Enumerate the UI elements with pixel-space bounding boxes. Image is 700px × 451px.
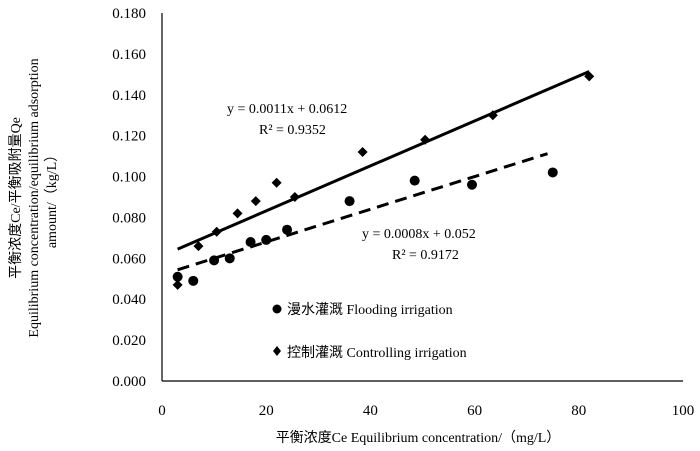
data-point-flooding xyxy=(209,255,220,266)
y-axis-title-line-1: 平衡浓度Ce/平衡吸附量Qe xyxy=(8,117,24,279)
y-axis-title-line-3: amount/（kg/L） xyxy=(44,148,60,248)
y-tick-label: 0.040 xyxy=(112,292,146,308)
data-point-controlling xyxy=(289,192,300,202)
data-point-controlling xyxy=(271,177,282,188)
r2-controlling: R² = 0.9352 xyxy=(259,123,326,138)
data-point-controlling xyxy=(232,208,243,219)
data-point-flooding xyxy=(188,275,199,286)
y-tick-label: 0.140 xyxy=(112,88,146,104)
legend-marker-flooding xyxy=(272,304,282,314)
data-point-flooding xyxy=(224,253,235,264)
data-point-flooding xyxy=(245,236,256,247)
axes xyxy=(161,13,683,382)
trendlines xyxy=(177,70,590,272)
data-point-controlling xyxy=(250,196,261,207)
x-tick-label: 100 xyxy=(672,403,695,419)
y-axis-title-line-2: Equilibrium concentration/equilibrium ad… xyxy=(27,58,42,337)
legend-label-flooding: 漫水灌溉 Flooding irrigation xyxy=(287,302,453,318)
data-point-flooding xyxy=(282,224,293,235)
y-tick-label: 0.160 xyxy=(112,47,146,63)
data-point-controlling xyxy=(584,71,595,82)
data-point-flooding xyxy=(261,234,272,245)
x-ticks: 0 20 40 60 80 100 xyxy=(158,403,694,419)
data-point-controlling xyxy=(487,110,498,121)
y-ticks: 0.000 0.020 0.040 0.060 0.080 0.100 0.120 0.140… xyxy=(112,6,146,390)
y-tick-label: 0.020 xyxy=(112,333,146,349)
data-point-flooding xyxy=(344,196,355,207)
data-point-flooding xyxy=(172,271,183,282)
data-points xyxy=(172,71,595,290)
data-point-controlling xyxy=(193,241,204,252)
y-tick-label: 0.120 xyxy=(112,129,146,145)
legend-marker-controlling xyxy=(273,346,281,356)
legend-label-controlling: 控制灌溉 Controlling irrigation xyxy=(287,345,467,361)
y-tick-label: 0.100 xyxy=(112,170,146,186)
x-tick-label: 20 xyxy=(259,403,274,419)
data-point-flooding xyxy=(547,167,558,178)
trendline-controlling xyxy=(177,70,590,251)
legend: 漫水灌溉 Flooding irrigation 控制灌溉 Controllin… xyxy=(272,302,467,361)
y-tick-label: 0.000 xyxy=(112,374,146,390)
data-point-controlling xyxy=(357,147,368,158)
trendline-flooding xyxy=(177,152,548,272)
x-tick-label: 40 xyxy=(363,403,378,419)
data-point-controlling xyxy=(172,279,183,290)
x-axis-title: 平衡浓度Ce Equilibrium concentration/（mg/L） xyxy=(276,430,561,446)
data-point-flooding xyxy=(466,179,477,190)
x-tick-label: 0 xyxy=(158,403,166,419)
y-tick-label: 0.080 xyxy=(112,210,146,226)
x-tick-label: 60 xyxy=(467,403,482,419)
r2-flooding: R² = 0.9172 xyxy=(392,248,459,263)
x-tick-label: 80 xyxy=(571,403,586,419)
data-point-controlling xyxy=(211,226,222,237)
y-axis-title: 平衡浓度Ce/平衡吸附量Qe Equilibrium concentration… xyxy=(8,58,60,337)
equation-flooding: y = 0.0008x + 0.052 xyxy=(362,227,476,242)
data-point-flooding xyxy=(409,175,420,186)
equation-controlling: y = 0.0011x + 0.0612 xyxy=(227,102,347,117)
data-point-controlling xyxy=(420,134,431,145)
y-tick-label: 0.180 xyxy=(112,6,146,22)
y-tick-label: 0.060 xyxy=(112,251,146,267)
